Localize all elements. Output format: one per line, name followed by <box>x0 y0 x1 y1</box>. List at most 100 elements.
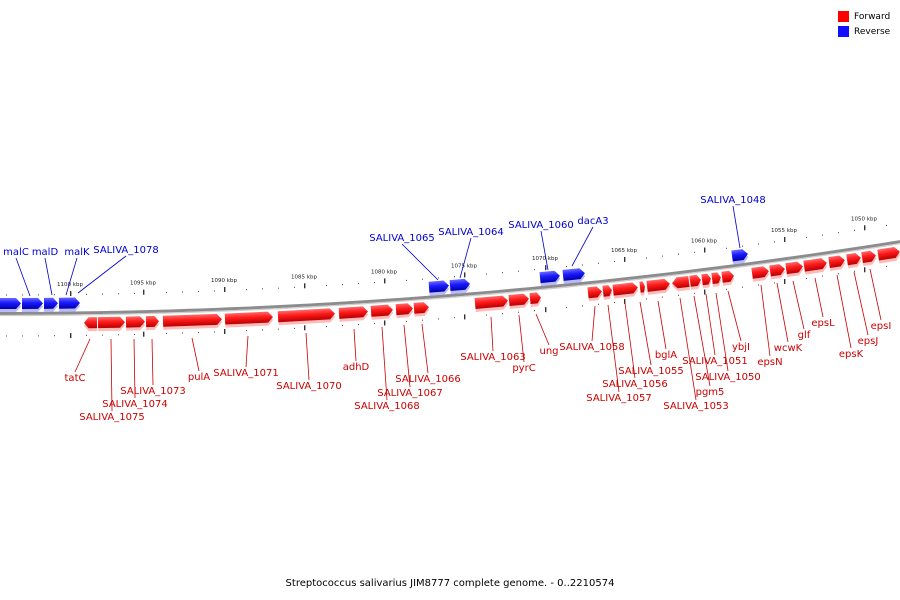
gene-label-SALIVA_1073[interactable]: SALIVA_1073 <box>120 386 185 397</box>
kbp-label: 1065 kbp <box>611 248 637 254</box>
gene-label-SALIVA_1057[interactable]: SALIVA_1057 <box>586 393 651 404</box>
forward-gene-8[interactable] <box>370 304 394 320</box>
gene-label-SALIVA_1078[interactable]: SALIVA_1078 <box>93 245 158 256</box>
gene-label-malC[interactable]: malC <box>3 247 29 258</box>
forward-gene-2[interactable] <box>125 316 146 331</box>
gene-label-SALIVA_1064[interactable]: SALIVA_1064 <box>438 227 503 238</box>
gene-label-SALIVA_1050[interactable]: SALIVA_1050 <box>695 372 760 383</box>
forward-gene-12[interactable] <box>508 293 530 309</box>
gene-label-SALIVA_1065[interactable]: SALIVA_1065 <box>369 233 434 244</box>
forward-gene-3[interactable] <box>145 315 160 331</box>
gene-label-SALIVA_1074[interactable]: SALIVA_1074 <box>102 399 167 410</box>
gene-label-SALIVA_1075[interactable]: SALIVA_1075 <box>79 412 144 423</box>
gene-label-ung[interactable]: ung <box>539 346 558 357</box>
gene-label-malK[interactable]: malK <box>64 247 90 258</box>
gene-label-pgm5[interactable]: pgm5 <box>696 387 725 398</box>
forward-gene-1[interactable] <box>97 316 126 332</box>
leader-line <box>305 332 310 381</box>
gene-label-epsN[interactable]: epsN <box>757 357 782 368</box>
gene-features <box>0 246 900 332</box>
forward-gene-15[interactable] <box>602 285 613 300</box>
leader-line <box>421 323 429 374</box>
leader-line <box>705 293 716 356</box>
forward-gene-5[interactable] <box>224 311 274 328</box>
forward-gene-17[interactable] <box>639 281 646 296</box>
gene-label-epsJ[interactable]: epsJ <box>858 336 879 347</box>
legend-reverse-label: Reverse <box>854 26 891 37</box>
reverse-gene-8[interactable] <box>731 248 749 265</box>
leader-line <box>760 284 771 357</box>
reverse-gene-0[interactable] <box>0 297 22 313</box>
gene-label-adhD[interactable]: adhD <box>343 362 370 373</box>
gene-label-SALIVA_1068[interactable]: SALIVA_1068 <box>354 401 419 412</box>
forward-gene-26[interactable] <box>785 261 804 278</box>
gene-label-epsI[interactable]: epsI <box>871 321 892 332</box>
forward-gene-14[interactable] <box>587 286 603 302</box>
gene-label-bglA[interactable]: bglA <box>655 350 677 361</box>
forward-gene-23[interactable] <box>721 270 735 286</box>
leader-line <box>776 282 789 343</box>
leader-line <box>869 268 882 321</box>
gene-label-malD[interactable]: malD <box>32 247 59 258</box>
reverse-gene-7[interactable] <box>562 268 586 284</box>
forward-gene-11[interactable] <box>474 295 509 312</box>
forward-gene-6[interactable] <box>277 308 336 326</box>
leader-line <box>110 338 113 412</box>
gene-label-SALIVA_1055[interactable]: SALIVA_1055 <box>618 366 683 377</box>
gene-label-epsK[interactable]: epsK <box>839 349 864 360</box>
gene-label-SALIVA_1060[interactable]: SALIVA_1060 <box>508 220 573 231</box>
forward-gene-10[interactable] <box>413 302 430 317</box>
forward-gene-13[interactable] <box>529 292 542 308</box>
leader-line <box>65 257 78 296</box>
gene-label-SALIVA_1051[interactable]: SALIVA_1051 <box>682 356 747 367</box>
forward-gene-28[interactable] <box>828 255 846 271</box>
gene-label-tatC[interactable]: tatC <box>65 373 86 384</box>
leader-line <box>639 301 652 366</box>
gene-label-ybjI[interactable]: ybjI <box>732 342 750 353</box>
reverse-gene-6[interactable] <box>539 270 561 287</box>
gene-label-SALIVA_1071[interactable]: SALIVA_1071 <box>213 368 278 379</box>
gene-label-wcwK[interactable]: wcwK <box>774 343 803 354</box>
forward-gene-22[interactable] <box>711 272 722 287</box>
forward-gene-29[interactable] <box>846 252 862 269</box>
leader-line <box>459 237 472 279</box>
leader-line <box>657 300 667 350</box>
gene-label-SALIVA_1053[interactable]: SALIVA_1053 <box>663 401 728 412</box>
leader-line <box>836 274 852 349</box>
gene-label-epsL[interactable]: epsL <box>811 318 835 329</box>
gene-label-SALIVA_1070[interactable]: SALIVA_1070 <box>276 381 341 392</box>
gene-label-glf[interactable]: glf <box>798 330 811 341</box>
forward-gene-9[interactable] <box>395 303 414 319</box>
forward-gene-0[interactable] <box>84 317 98 332</box>
forward-gene-31[interactable] <box>877 246 900 264</box>
gene-label-SALIVA_1066[interactable]: SALIVA_1066 <box>395 374 460 385</box>
reverse-gene-3[interactable] <box>58 297 81 312</box>
forward-gene-16[interactable] <box>612 282 639 299</box>
gene-label-dacA3[interactable]: dacA3 <box>577 216 608 227</box>
reverse-gene-5[interactable] <box>449 278 471 295</box>
forward-gene-18[interactable] <box>646 278 671 295</box>
forward-gene-4[interactable] <box>162 313 223 330</box>
forward-gene-27[interactable] <box>803 257 828 275</box>
gene-label-pulA[interactable]: pulA <box>188 372 210 383</box>
forward-gene-25[interactable] <box>769 263 786 280</box>
gene-label-SALIVA_1063[interactable]: SALIVA_1063 <box>460 352 525 363</box>
gene-label-SALIVA_1056[interactable]: SALIVA_1056 <box>602 379 667 390</box>
forward-gene-21[interactable] <box>701 273 712 289</box>
gene-label-pyrC[interactable]: pyrC <box>512 363 535 374</box>
legend-forward-label: Forward <box>854 11 891 22</box>
forward-swatch-icon <box>838 11 849 22</box>
kbp-label: 1095 kbp <box>130 281 156 287</box>
reverse-gene-4[interactable] <box>428 280 450 296</box>
gene-label-SALIVA_1048[interactable]: SALIVA_1048 <box>700 195 765 206</box>
forward-gene-7[interactable] <box>338 306 369 322</box>
legend-forward: Forward <box>838 9 890 24</box>
forward-gene-19[interactable] <box>671 275 690 292</box>
forward-gene-20[interactable] <box>689 274 702 290</box>
reverse-gene-2[interactable] <box>43 297 59 312</box>
forward-gene-24[interactable] <box>751 266 770 282</box>
gene-label-SALIVA_1058[interactable]: SALIVA_1058 <box>559 342 624 353</box>
gene-label-SALIVA_1067[interactable]: SALIVA_1067 <box>377 388 442 399</box>
reverse-gene-1[interactable] <box>21 297 44 312</box>
forward-gene-30[interactable] <box>861 250 877 266</box>
